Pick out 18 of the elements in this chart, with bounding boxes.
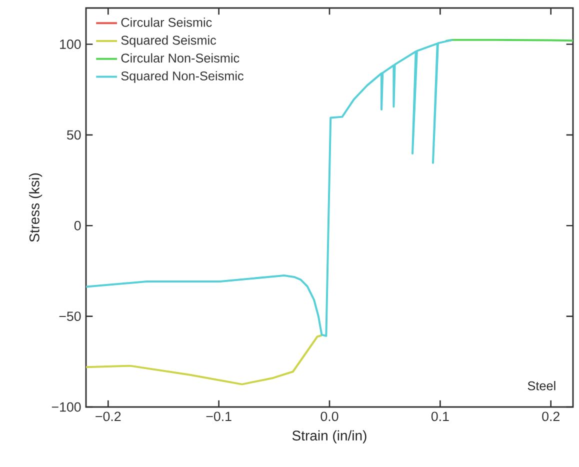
legend-label: Squared Seismic xyxy=(121,35,216,48)
y-axis-title: Stress (ksi) xyxy=(29,173,42,242)
y-tick-label: −50 xyxy=(59,312,81,322)
y-tick-label: −100 xyxy=(52,402,81,412)
legend-label: Circular Seismic xyxy=(121,18,212,27)
x-axis-title: Strain (in/in) xyxy=(292,430,366,444)
y-tick-label: 0 xyxy=(74,220,81,230)
x-tick-label: 0.1 xyxy=(431,412,449,422)
y-tick-label: 50 xyxy=(67,130,81,140)
x-tick-label: −0.2 xyxy=(96,412,121,422)
y-tick-label: 100 xyxy=(60,40,81,49)
line-series xyxy=(86,334,323,386)
x-tick-label: 0.0 xyxy=(320,412,338,422)
legend-label: Circular Non-Seismic xyxy=(121,53,240,63)
annotation: Steel xyxy=(528,381,556,390)
x-tick-label: −0.1 xyxy=(206,412,232,422)
x-tick-label: 0.2 xyxy=(542,412,560,422)
legend-label: Squared Non-Seismic xyxy=(121,71,244,83)
